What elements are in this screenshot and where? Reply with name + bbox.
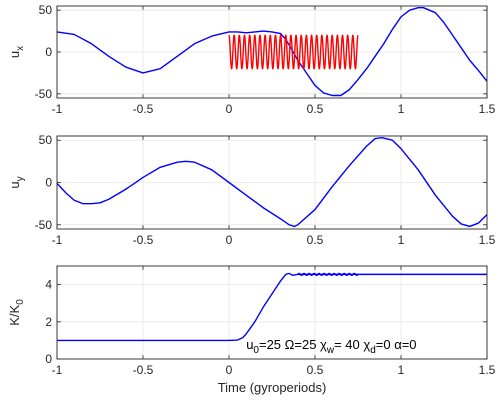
x-tick-label: 0 <box>226 233 233 247</box>
x-tick-label: -0.5 <box>133 102 154 116</box>
panel-middle: -1 -0.5 0 0.5 1 1.5 -50 0 50 uy <box>7 133 496 247</box>
series-line-1 <box>228 34 359 70</box>
y-axis-label-main: K/K <box>7 304 22 325</box>
x-tick-label: 0 <box>226 363 233 377</box>
annotation-part: u <box>246 337 253 352</box>
energy-ripple <box>297 272 359 276</box>
y-axis-label-sub: x <box>15 46 26 51</box>
y-tick-label: 4 <box>45 278 52 292</box>
x-tick-label: -1 <box>52 102 63 116</box>
axes-box <box>56 265 488 360</box>
x-tick-label: 1.5 <box>479 102 496 116</box>
y-tick-label: 0 <box>45 45 52 59</box>
y-axis-label-sub: 0 <box>15 299 26 305</box>
x-tick-label: 1 <box>398 363 405 377</box>
y-tick-label: 0 <box>45 352 52 366</box>
x-tick-label: 1.5 <box>479 363 496 377</box>
plot-area <box>57 266 487 359</box>
axes-box <box>56 5 488 99</box>
annotation-part: = 40 χ <box>334 337 370 352</box>
y-tick-label: -50 <box>35 218 53 232</box>
y-tick-label: 0 <box>45 176 52 190</box>
x-tick-label: 1 <box>398 233 405 247</box>
annotation-part: =0 α=0 <box>376 337 417 352</box>
x-tick-label: 0.5 <box>307 233 324 247</box>
y-axis-label-main: u <box>7 181 22 188</box>
y-axis-label: uy <box>7 176 26 188</box>
x-tick-label: -0.5 <box>133 233 154 247</box>
y-tick-label: -50 <box>35 87 53 101</box>
y-axis-label-main: u <box>7 51 22 58</box>
y-tick-label: 50 <box>39 3 53 17</box>
y-tick-label: 2 <box>45 315 52 329</box>
x-tick-label: -1 <box>52 233 63 247</box>
panel-top: -1 -0.5 0 0.5 1 1.5 -50 0 50 ux <box>7 3 496 116</box>
parameter-annotation: u0=25 Ω=25 χw= 40 χd=0 α=0 <box>246 337 416 356</box>
annotation-part: d <box>370 345 376 356</box>
annotation-part: =25 Ω=25 χ <box>259 337 327 352</box>
annotation-part: 0 <box>253 345 259 356</box>
y-axis-label-sub: y <box>15 176 26 181</box>
x-axis-label: Time (gyroperiods) <box>218 380 327 395</box>
y-axis-label: K/K0 <box>7 299 26 326</box>
y-tick-label: 50 <box>39 133 53 147</box>
x-tick-label: 0.5 <box>307 363 324 377</box>
series-line-0 <box>57 6 487 97</box>
x-tick-label: -0.5 <box>133 363 154 377</box>
series-line-0 <box>57 136 487 228</box>
axes-box <box>56 135 488 230</box>
x-tick-label: -1 <box>52 363 63 377</box>
x-tick-label: 0 <box>226 102 233 116</box>
y-axis-label: ux <box>7 46 26 58</box>
series-line-0 <box>57 272 487 342</box>
annotation-part: w <box>326 345 335 356</box>
x-tick-label: 1 <box>398 102 405 116</box>
x-tick-label: 0.5 <box>307 102 324 116</box>
x-tick-label: 1.5 <box>479 233 496 247</box>
